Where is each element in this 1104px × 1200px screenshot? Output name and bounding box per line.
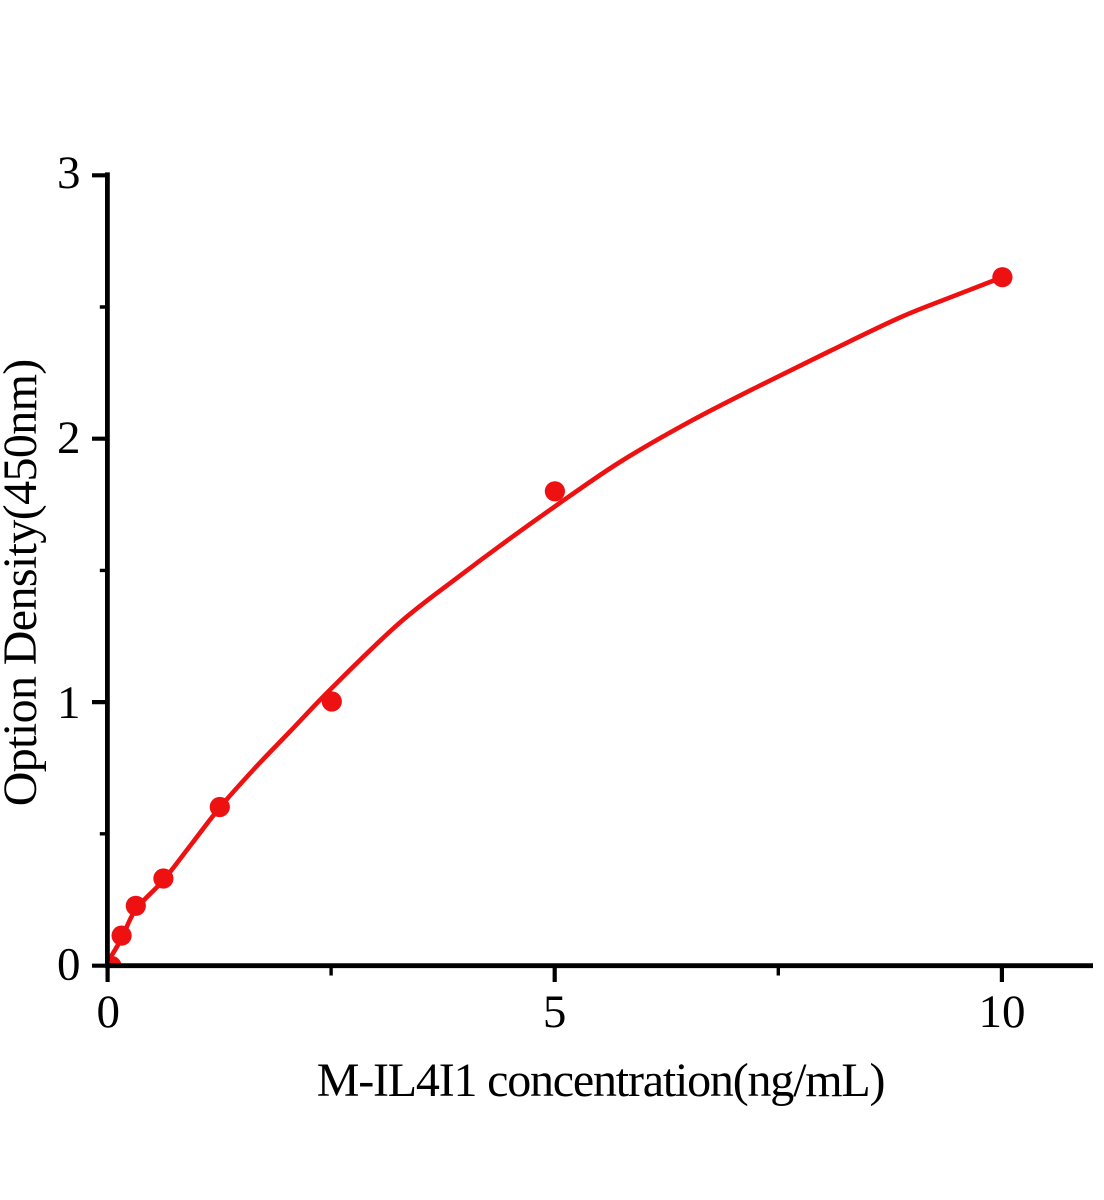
svg-text:M-IL4I1 concentration(ng/mL): M-IL4I1 concentration(ng/mL) [317, 1054, 885, 1107]
svg-text:Option Density(450nm): Option Density(450nm) [0, 359, 47, 806]
svg-text:2: 2 [57, 412, 81, 464]
svg-text:0: 0 [57, 939, 81, 991]
svg-text:10: 10 [979, 986, 1026, 1038]
svg-text:1: 1 [57, 677, 81, 729]
svg-text:0: 0 [97, 986, 121, 1038]
svg-text:5: 5 [543, 986, 567, 1038]
svg-text:3: 3 [57, 147, 81, 199]
